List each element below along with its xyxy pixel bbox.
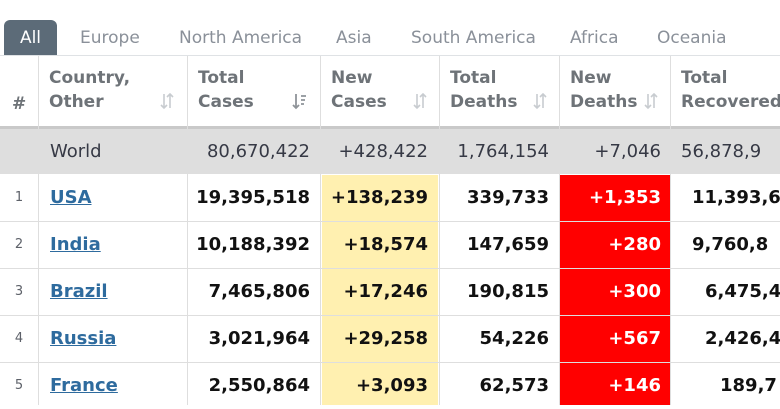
- header-country[interactable]: Country, Other: [39, 56, 187, 126]
- total-recovered: 11,393,6: [692, 187, 780, 208]
- header-total-recovered-line1: Total: [681, 68, 728, 88]
- row-divider: [0, 315, 780, 316]
- country-link[interactable]: France: [50, 375, 118, 396]
- header-new-cases[interactable]: New Cases: [321, 56, 439, 126]
- table-row: 1 USA 19,395,518 +138,239 339,733 +1,353…: [0, 175, 780, 221]
- tab-south-america[interactable]: South America: [411, 28, 536, 48]
- country-link[interactable]: Brazil: [50, 281, 108, 302]
- col-divider: [670, 56, 671, 405]
- sort-desc-icon[interactable]: [292, 92, 306, 110]
- world-total-recovered: 56,878,9: [681, 141, 762, 162]
- table-row-world: World 80,670,422 +428,422 1,764,154 +7,0…: [0, 129, 780, 175]
- header-total-cases-line1: Total: [198, 68, 245, 88]
- row-divider: [0, 221, 780, 222]
- new-cases: +17,246: [343, 281, 428, 302]
- header-total-deaths-line1: Total: [450, 68, 497, 88]
- table-row: 2 India 10,188,392 +18,574 147,659 +280 …: [0, 222, 780, 268]
- tab-oceania[interactable]: Oceania: [657, 28, 727, 48]
- tab-africa[interactable]: Africa: [570, 28, 619, 48]
- world-total-deaths: 1,764,154: [457, 141, 549, 162]
- sort-arrows-icon[interactable]: [533, 92, 547, 110]
- new-deaths: +280: [608, 234, 661, 255]
- new-cases: +3,093: [355, 375, 428, 396]
- total-deaths: 339,733: [467, 187, 549, 208]
- header-country-line1: Country,: [49, 68, 131, 88]
- country-link[interactable]: Russia: [50, 328, 117, 349]
- country-link[interactable]: India: [50, 234, 101, 255]
- total-deaths: 62,573: [479, 375, 549, 396]
- header-total-cases[interactable]: Total Cases: [188, 56, 320, 126]
- covid-table: # Country, Other Total Cases New Cases T…: [0, 56, 780, 405]
- header-total-recovered[interactable]: Total Recovered: [671, 56, 780, 126]
- table-row: 5 France 2,550,864 +3,093 62,573 +146 18…: [0, 363, 780, 409]
- total-recovered: 2,426,4: [705, 328, 780, 349]
- row-divider: [0, 362, 780, 363]
- tabs-divider: [0, 55, 780, 56]
- col-divider: [187, 56, 188, 405]
- new-deaths: +1,353: [588, 187, 661, 208]
- world-new-cases: +428,422: [338, 141, 428, 162]
- row-index: 5: [14, 378, 24, 393]
- row-index: 3: [14, 284, 24, 299]
- header-total-cases-line2: Cases: [198, 92, 254, 112]
- total-deaths: 54,226: [479, 328, 549, 349]
- world-total-cases: 80,670,422: [206, 141, 310, 162]
- header-country-line2: Other: [49, 92, 104, 112]
- new-deaths: +300: [608, 281, 661, 302]
- new-cases: +29,258: [343, 328, 428, 349]
- total-recovered: 6,475,4: [705, 281, 780, 302]
- tab-north-america[interactable]: North America: [179, 28, 303, 48]
- new-cases-highlight: [322, 175, 438, 405]
- continent-tabs: All Europe North America Asia South Amer…: [0, 0, 780, 56]
- total-cases: 19,395,518: [196, 187, 310, 208]
- header-index: #: [0, 56, 38, 126]
- world-label: World: [50, 141, 102, 162]
- header-divider: [0, 126, 780, 129]
- row-index: 2: [14, 237, 24, 252]
- col-divider: [439, 56, 440, 405]
- col-divider: [38, 56, 39, 405]
- total-recovered: 189,7: [720, 375, 777, 396]
- total-cases: 10,188,392: [196, 234, 310, 255]
- new-cases: +138,239: [330, 187, 428, 208]
- world-new-deaths: +7,046: [594, 141, 661, 162]
- header-new-cases-line2: Cases: [331, 92, 387, 112]
- tab-all[interactable]: All: [4, 20, 57, 56]
- tab-europe[interactable]: Europe: [80, 28, 140, 48]
- header-total-deaths-line2: Deaths: [450, 92, 518, 112]
- total-cases: 3,021,964: [208, 328, 310, 349]
- table-row: 4 Russia 3,021,964 +29,258 54,226 +567 2…: [0, 316, 780, 362]
- header-new-deaths[interactable]: New Deaths: [560, 56, 670, 126]
- new-deaths: +146: [608, 375, 661, 396]
- new-deaths: +567: [608, 328, 661, 349]
- new-deaths-highlight: [560, 175, 670, 405]
- sort-arrows-icon[interactable]: [644, 92, 658, 110]
- table-row: 3 Brazil 7,465,806 +17,246 190,815 +300 …: [0, 269, 780, 315]
- total-deaths: 190,815: [467, 281, 549, 302]
- row-divider: [0, 268, 780, 269]
- tab-asia[interactable]: Asia: [336, 28, 372, 48]
- sort-arrows-icon[interactable]: [413, 92, 427, 110]
- world-row-bg: [0, 129, 780, 174]
- total-cases: 2,550,864: [208, 375, 310, 396]
- total-deaths: 147,659: [467, 234, 549, 255]
- col-divider: [559, 56, 560, 405]
- country-link[interactable]: USA: [50, 187, 92, 208]
- header-total-recovered-line2: Recovered: [681, 92, 780, 112]
- new-cases: +18,574: [343, 234, 428, 255]
- header-total-deaths[interactable]: Total Deaths: [440, 56, 559, 126]
- header-new-deaths-line1: New: [570, 68, 612, 88]
- header-index-label: #: [12, 94, 27, 114]
- sort-arrows-icon[interactable]: [160, 92, 174, 110]
- col-divider: [320, 56, 321, 405]
- header-new-deaths-line2: Deaths: [570, 92, 638, 112]
- row-index: 1: [14, 190, 24, 205]
- header-new-cases-line1: New: [331, 68, 373, 88]
- total-recovered: 9,760,8: [692, 234, 769, 255]
- row-index: 4: [14, 331, 24, 346]
- total-cases: 7,465,806: [208, 281, 310, 302]
